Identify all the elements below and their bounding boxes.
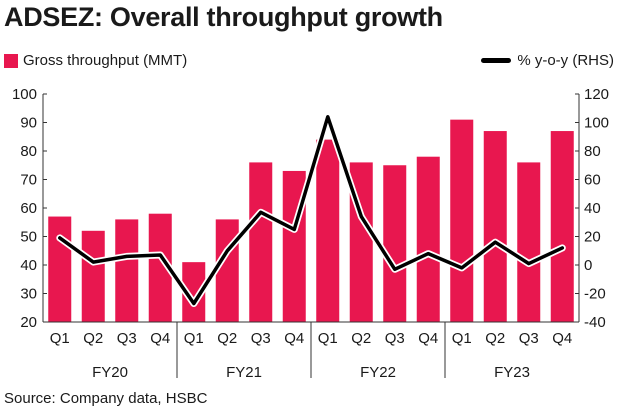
bar xyxy=(215,219,239,322)
category-label: Q1 xyxy=(50,330,70,347)
category-label: Q3 xyxy=(251,330,271,347)
category-label: Q4 xyxy=(552,330,572,347)
category-label: Q4 xyxy=(150,330,170,347)
category-label: Q3 xyxy=(385,330,405,347)
bar xyxy=(383,165,407,322)
bar xyxy=(550,131,574,322)
left-tick-label: 30 xyxy=(20,286,37,303)
bar xyxy=(148,213,172,322)
left-tick-label: 70 xyxy=(20,172,37,189)
right-tick-label: 0 xyxy=(584,257,592,274)
bar xyxy=(316,139,340,322)
group-label: FY23 xyxy=(494,364,530,381)
group-label: FY21 xyxy=(226,364,262,381)
category-label: Q4 xyxy=(284,330,304,347)
category-label: Q2 xyxy=(217,330,237,347)
category-label: Q3 xyxy=(519,330,539,347)
bar xyxy=(48,216,72,322)
right-tick-label: 20 xyxy=(584,229,601,246)
category-label: Q4 xyxy=(418,330,438,347)
right-tick-label: -40 xyxy=(584,314,606,331)
right-tick-label: -20 xyxy=(584,286,606,303)
left-tick-label: 80 xyxy=(20,143,37,160)
bar xyxy=(450,119,474,323)
category-label: Q3 xyxy=(117,330,137,347)
legend-bar-swatch xyxy=(4,53,18,68)
right-tick-label: 40 xyxy=(584,200,601,217)
bar xyxy=(81,230,105,322)
legend-item-yoy: % y-o-y (RHS) xyxy=(481,52,614,69)
category-label: Q2 xyxy=(485,330,505,347)
bar xyxy=(249,162,273,322)
category-label: Q1 xyxy=(318,330,338,347)
left-tick-label: 50 xyxy=(20,229,37,246)
legend-item-throughput: Gross throughput (MMT) xyxy=(4,52,187,69)
left-tick-label: 90 xyxy=(20,115,37,132)
right-tick-label: 120 xyxy=(584,86,609,103)
left-tick-label: 100 xyxy=(12,86,37,103)
category-label: Q2 xyxy=(83,330,103,347)
legend-label-throughput: Gross throughput (MMT) xyxy=(23,52,188,69)
left-tick-label: 20 xyxy=(20,314,37,331)
bar xyxy=(483,131,507,322)
group-label: FY20 xyxy=(92,364,128,381)
bar xyxy=(416,156,440,322)
legend-label-yoy: % y-o-y (RHS) xyxy=(517,52,614,69)
legend-line-swatch xyxy=(481,58,512,63)
right-tick-label: 80 xyxy=(584,143,601,160)
bar xyxy=(182,262,206,322)
category-label: Q1 xyxy=(184,330,204,347)
category-label: Q1 xyxy=(452,330,472,347)
right-tick-label: 100 xyxy=(584,115,609,132)
left-tick-label: 40 xyxy=(20,257,37,274)
source-note: Source: Company data, HSBC xyxy=(4,390,208,407)
left-tick-label: 60 xyxy=(20,200,37,217)
group-label: FY22 xyxy=(360,364,396,381)
bar xyxy=(517,162,541,322)
chart-title: ADSEZ: Overall throughput growth xyxy=(4,2,443,32)
category-label: Q2 xyxy=(351,330,371,347)
yoy-line xyxy=(58,115,565,306)
bar xyxy=(115,219,139,322)
right-tick-label: 60 xyxy=(584,172,601,189)
